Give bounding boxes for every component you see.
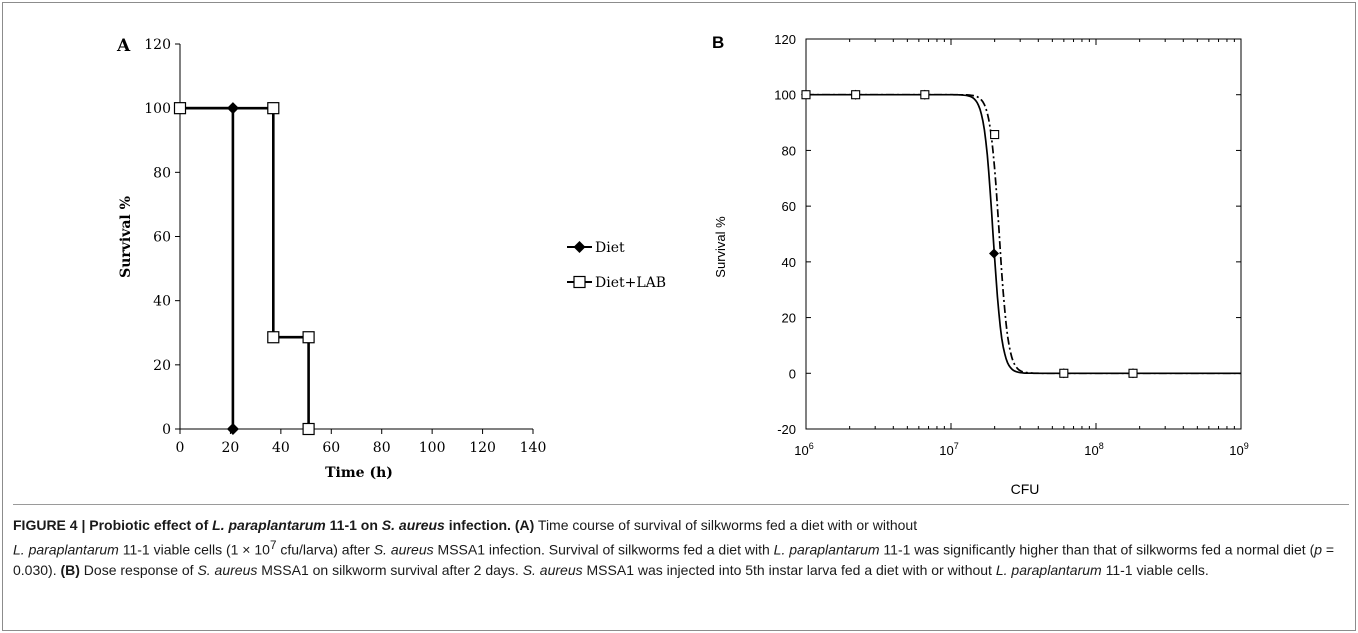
b-x-tick-label: 106	[794, 441, 813, 458]
b-fit-curve-1	[806, 93, 1241, 375]
b-x-tick-exponent: 7	[954, 441, 959, 451]
caption-a-text-2: 11-1 viable cells (1 × 10	[118, 541, 270, 558]
caption-organism-1: L. paraplantarum	[13, 541, 119, 558]
caption-b-text-4: 11-1 viable cells.	[1101, 561, 1209, 578]
b-y-tick-label: 60	[782, 199, 796, 214]
a-point-open-square	[302, 331, 315, 344]
b-point-open-square	[920, 90, 930, 100]
a-x-tick-label: 80	[373, 440, 391, 456]
caption-a-text-4: MSSA1 infection. Survival of silkworms f…	[433, 541, 774, 558]
b-x-tick-label: 109	[1229, 441, 1248, 458]
caption-figure-label: FIGURE 4 |	[13, 517, 90, 533]
a-y-tick-label: 40	[153, 294, 171, 310]
b-y-tick-label: -20	[777, 422, 796, 437]
a-y-tick-label: 100	[144, 101, 171, 117]
caption-organism-3: L. paraplantarum	[773, 541, 880, 558]
caption-b-text-2: MSSA1 on silkworm survival after 2 days.	[257, 561, 523, 578]
a-x-tick-label: 20	[222, 440, 240, 456]
b-x-tick-exponent: 6	[809, 441, 814, 451]
b-y-tick-label: 40	[782, 255, 796, 270]
caption-title-4: S. aureus	[381, 517, 445, 533]
b-x-tick-exponent: 9	[1244, 441, 1249, 451]
b-ylabel: Survival %	[713, 216, 728, 278]
caption-title-1: Probiotic effect of	[89, 517, 213, 533]
legend-label-diet-lab: Diet+LAB	[595, 275, 666, 291]
caption-a-exp: 7	[269, 538, 277, 552]
a-x-tick-label: 120	[469, 440, 496, 456]
b-point-filled-diamond	[989, 248, 1000, 259]
panel-b-letter: B	[712, 33, 724, 52]
a-x-tick-label: 60	[322, 440, 340, 456]
caption-b-text-1: Dose response of	[79, 561, 198, 578]
a-x-tick-label: 0	[176, 440, 185, 456]
a-y-tick-label: 60	[153, 230, 171, 246]
panel-a: A 0 20 40 60 80 100 120 0 20 40 60 80 100 120 140 Time…	[3, 3, 703, 503]
a-point-open-square	[302, 422, 315, 436]
a-series-line-0	[180, 106, 235, 429]
b-x-tick-label: 107	[939, 441, 958, 458]
b-point-open-square	[851, 90, 861, 100]
legend-label-diet: Diet	[595, 240, 625, 256]
a-point-filled-diamond	[226, 423, 239, 435]
panel-b: B -20 0 20 40 60 80 100 120 106 107 108 109 CFU Sur…	[701, 3, 1357, 503]
caption-a-text-6: = 0.030).	[13, 541, 1335, 578]
caption-a-text-5: 11-1 was significantly higher than that …	[879, 541, 1315, 558]
caption-title-2: L. paraplantarum	[212, 517, 326, 533]
b-y-tick-label: 80	[782, 143, 796, 158]
caption-title-5: infection.	[444, 517, 511, 533]
legend-marker-diet-lab	[573, 275, 586, 289]
a-series-line-1	[180, 106, 310, 429]
b-x-tick-exponent: 8	[1099, 441, 1104, 451]
a-y-tick-label: 0	[162, 422, 171, 438]
a-xlabel: Time (h)	[325, 465, 393, 481]
b-y-tick-label: 20	[782, 311, 796, 326]
figure-caption: FIGURE 4 | Probiotic effect of L. parapl…	[13, 504, 1349, 632]
a-legend: Diet Diet+LAB	[567, 240, 666, 291]
caption-a-text-1: Time course of survival of silkworms fed…	[534, 517, 918, 533]
caption-b-text-3: MSSA1 was injected into 5th instar larva…	[582, 561, 996, 578]
b-y-tick-label: 120	[774, 32, 796, 47]
b-y-tick-label: 100	[774, 88, 796, 103]
a-point-filled-diamond	[226, 102, 239, 115]
a-y-tick-label: 120	[144, 37, 171, 53]
b-fit-curve-0	[806, 93, 1241, 375]
b-y-tick-label: 0	[789, 366, 796, 381]
a-x-tick-label: 40	[272, 440, 290, 456]
caption-a-text-3: cfu/larva) after	[276, 541, 374, 558]
a-y-tick-label: 20	[153, 358, 171, 374]
caption-organism-2: S. aureus	[373, 541, 434, 558]
b-plot-frame	[805, 38, 1242, 430]
chart-b: B -20 0 20 40 60 80 100 120 106 107 108 109 CFU Sur…	[712, 32, 1249, 497]
b-x-tick-label: 108	[1084, 441, 1103, 458]
a-point-open-square	[267, 102, 280, 115]
a-ylabel: Survival %	[118, 196, 134, 278]
a-point-open-square	[173, 102, 187, 115]
caption-p-symbol: p	[1314, 541, 1323, 558]
caption-organism-5: S. aureus	[522, 561, 583, 578]
b-xlabel: CFU	[1011, 481, 1040, 497]
a-y-tick-label: 80	[153, 165, 171, 181]
b-point-open-square	[801, 90, 811, 100]
panel-a-letter: A	[116, 36, 131, 56]
b-point-open-square	[1059, 368, 1069, 378]
caption-organism-4: S. aureus	[197, 561, 258, 578]
caption-organism-6: L. paraplantarum	[995, 561, 1102, 578]
a-point-open-square	[267, 331, 280, 344]
b-point-open-square	[990, 130, 1000, 140]
a-x-tick-label: 100	[419, 440, 446, 456]
chart-a: A 0 20 40 60 80 100 120 0 20 40 60 80 100 120 140 Time…	[116, 36, 666, 481]
caption-title-3: 11-1 on	[325, 517, 382, 533]
legend-marker-diet	[573, 241, 586, 253]
caption-a-label: (A)	[514, 517, 535, 533]
a-x-tick-label: 140	[520, 440, 547, 456]
caption-b-label: (B)	[60, 561, 80, 578]
b-point-open-square	[1128, 368, 1138, 378]
